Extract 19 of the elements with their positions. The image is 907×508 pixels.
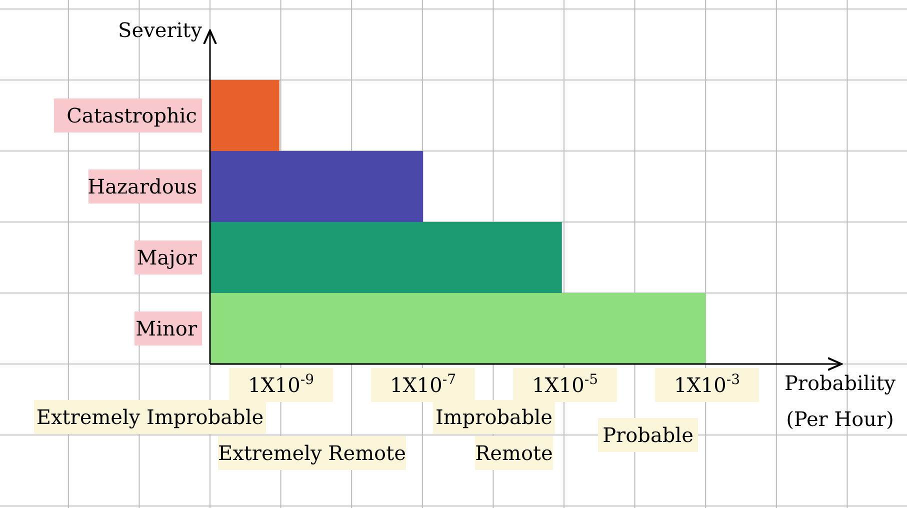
y-tick-label: Hazardous [88, 174, 197, 198]
text: Remote [475, 441, 553, 465]
text: Extremely Remote [218, 441, 406, 465]
y-tick-label: Major [136, 246, 198, 270]
text: 1X10$^{-9}$ [248, 372, 314, 397]
text: 1X10$^{-5}$ [532, 372, 598, 397]
x-axis-title: Probability (Per Hour) [784, 371, 896, 431]
text: 1X10$^{-3}$ [674, 372, 740, 397]
y-tick-label: Minor [136, 316, 198, 340]
y-tick-label: Catastrophic [66, 104, 197, 128]
bar [210, 293, 706, 364]
bar [210, 151, 424, 222]
text: Extremely Improbable [36, 405, 264, 429]
text: Probable [602, 423, 694, 447]
y-axis-title: Severity [118, 18, 203, 42]
text: Improbable [435, 405, 553, 429]
bar [210, 80, 280, 151]
bar [210, 222, 562, 293]
text: 1X10$^{-7}$ [390, 372, 456, 397]
